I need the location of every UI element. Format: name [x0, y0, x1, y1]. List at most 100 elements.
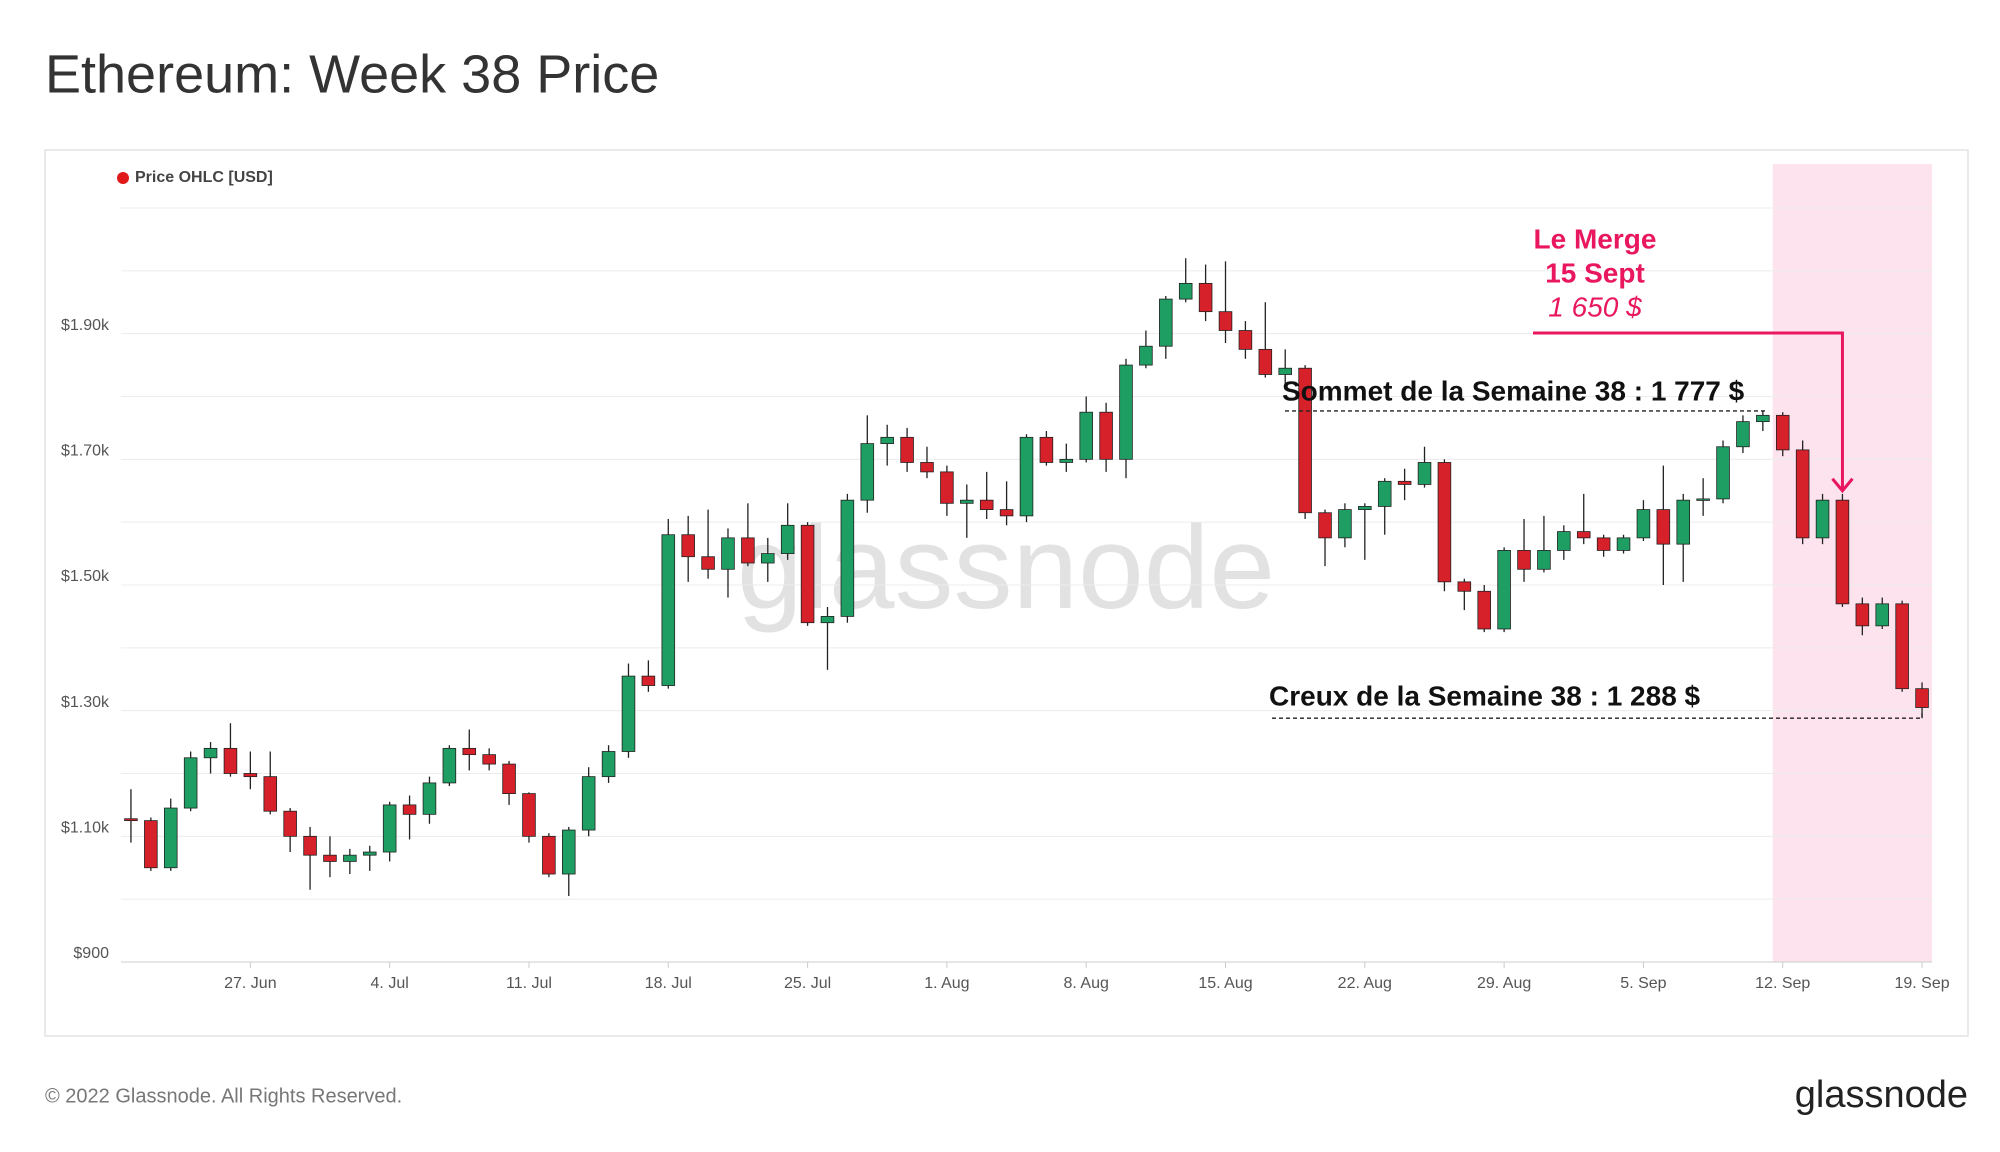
candle-body: [1397, 480, 1412, 485]
x-tick-label: 27. Jun: [224, 975, 276, 992]
candle-body: [721, 537, 735, 570]
candle-body: [661, 534, 676, 686]
x-tick-label: 4. Jul: [371, 975, 409, 992]
candle-body: [1338, 509, 1352, 539]
candle-body: [979, 499, 994, 510]
merge-arrowhead: [1831, 477, 1854, 494]
x-tick-label: 8. Aug: [1064, 975, 1109, 992]
candle-body: [283, 810, 297, 837]
candle-body: [562, 829, 576, 875]
y-tick-label: $1.30k: [61, 694, 110, 711]
candle-body: [1636, 509, 1651, 539]
candle-body: [422, 782, 437, 815]
x-tick-label: 1. Aug: [924, 975, 969, 992]
y-tick-label: $1.10k: [61, 820, 110, 837]
candle-body: [542, 835, 556, 875]
candle-body: [462, 747, 477, 756]
merge-label: 15 Sept: [1545, 257, 1645, 288]
candle-body: [920, 462, 934, 473]
candle-body: [1835, 499, 1850, 605]
candle-body: [1218, 311, 1233, 331]
candle-body: [800, 524, 815, 624]
candle-body: [362, 851, 377, 856]
candle-body: [601, 751, 616, 778]
candle-body: [1716, 446, 1730, 500]
candle-body: [1795, 449, 1810, 539]
candle-body: [1875, 603, 1890, 627]
candle-body: [621, 675, 636, 752]
candle-body: [1139, 345, 1153, 366]
candle-body: [1895, 603, 1909, 690]
x-tick-label: 5. Sep: [1620, 975, 1666, 992]
candle-body: [1159, 298, 1173, 347]
candle-body: [1258, 348, 1273, 375]
candle-body: [124, 818, 138, 822]
candle-body: [1119, 364, 1133, 460]
merge-arrow: [1533, 331, 1844, 491]
candle-body: [1596, 537, 1611, 551]
x-tick-label: 11. Jul: [506, 975, 552, 992]
candle-body: [223, 747, 238, 774]
candle-body: [1039, 436, 1054, 463]
candle-body: [1437, 462, 1452, 583]
candle-body: [1238, 330, 1253, 350]
x-tick-label: 15. Aug: [1198, 975, 1252, 992]
candle-body: [1318, 512, 1332, 539]
week-high-label: Sommet de la Semaine 38 : 1 777 $: [1282, 375, 1745, 406]
candle-body: [960, 499, 974, 504]
candle-body: [1377, 480, 1392, 507]
candle-body: [681, 534, 695, 558]
candle-body: [183, 757, 198, 809]
logo: glassnode: [1795, 1074, 1968, 1116]
candle-body: [1756, 414, 1770, 423]
candle-body: [1178, 282, 1193, 300]
candle-body: [581, 776, 596, 831]
candle-body: [1059, 458, 1074, 463]
x-tick-label: 25. Jul: [784, 975, 831, 992]
candle-body: [263, 776, 278, 812]
chart-title: Ethereum: Week 38 Price: [45, 44, 659, 104]
candle-body: [701, 556, 715, 570]
candle-body: [1198, 282, 1213, 313]
candle-body: [1298, 367, 1312, 514]
candle-body: [1696, 498, 1710, 501]
candle-body: [1278, 367, 1292, 375]
candle-body: [343, 854, 357, 862]
candle-body: [1417, 462, 1432, 485]
x-tick-label: 18. Jul: [645, 975, 692, 992]
candle-body: [1537, 550, 1551, 570]
candle-body: [144, 820, 158, 869]
candle-body: [1915, 688, 1929, 708]
candle-body: [1099, 411, 1113, 460]
chart-frame: [44, 149, 1969, 1037]
candle-body: [323, 854, 337, 862]
y-tick-label: $900: [73, 945, 109, 962]
candle-body: [482, 754, 496, 765]
candle-body: [203, 747, 218, 759]
y-tick-label: $1.70k: [61, 443, 110, 460]
legend-dot: [117, 172, 129, 184]
candle-body: [1557, 531, 1571, 551]
merge-label: Le Merge: [1534, 223, 1657, 254]
y-tick-label: $1.50k: [61, 568, 110, 585]
candle-body: [999, 509, 1014, 517]
candle-body: [163, 807, 178, 869]
candle-body: [1736, 421, 1750, 448]
candle-body: [820, 616, 835, 624]
x-tick-label: 29. Aug: [1477, 975, 1531, 992]
candle-body: [1517, 550, 1531, 570]
candle-body: [1477, 590, 1491, 630]
candle-body: [522, 793, 536, 837]
candle-body: [1358, 506, 1372, 510]
merge-value: 1 650 $: [1548, 291, 1642, 322]
legend-label: Price OHLC [USD]: [135, 169, 273, 186]
candle-body: [860, 443, 875, 501]
candle-body: [741, 537, 755, 564]
candle-body: [1497, 550, 1511, 630]
candle-body: [880, 436, 894, 445]
candle-body: [1019, 436, 1034, 517]
candle-body: [502, 763, 516, 795]
footer: © 2022 Glassnode. All Rights Reserved.: [45, 1085, 402, 1107]
